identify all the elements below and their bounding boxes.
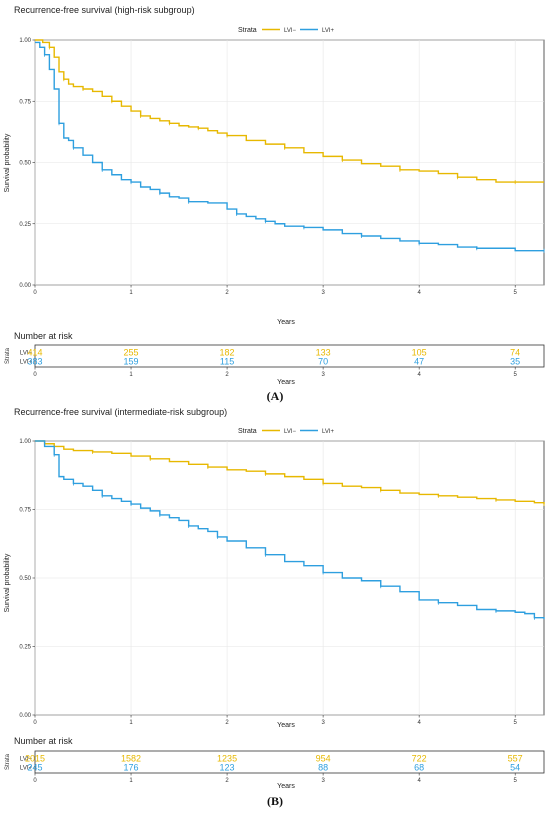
y-tick-label: 0.50 — [19, 161, 31, 167]
x-tick-label: 0 — [33, 372, 37, 378]
x-tick-label: 4 — [417, 290, 421, 296]
survival-plot: 0 1 2 3 4 5 0.00 0.25 0.50 0.75 1.00 — [19, 439, 545, 726]
panel-label: (B) — [267, 794, 283, 808]
x-tick-label: 0 — [33, 778, 37, 784]
panel-b: Recurrence-free survival (intermediate-r… — [4, 407, 545, 808]
risk-x-axis-label: Years — [277, 783, 295, 790]
y-axis-label: Survival probability — [4, 553, 11, 612]
risk-row-label: LVI+ — [20, 766, 33, 772]
risk-x-axis-label: Years — [277, 379, 295, 386]
risk-count: 123 — [220, 763, 235, 773]
x-tick-label: 2 — [225, 372, 229, 378]
risk-count: 182 — [220, 348, 235, 358]
risk-count: 68 — [414, 763, 424, 773]
risk-table-title: Number at risk — [14, 331, 73, 341]
risk-count: 245 — [27, 763, 42, 773]
chart-title: Recurrence-free survival (intermediate-r… — [14, 407, 227, 417]
risk-count: 2015 — [25, 754, 45, 764]
y-tick-label: 1.00 — [19, 38, 31, 44]
risk-count: 88 — [318, 763, 328, 773]
survival-curve — [35, 440, 545, 620]
x-tick-label: 2 — [225, 778, 229, 784]
y-tick-label: 1.00 — [19, 439, 31, 445]
x-tick-label: 1 — [129, 372, 133, 378]
risk-count: 133 — [316, 348, 331, 358]
risk-count: 159 — [124, 357, 139, 367]
legend-label-lvi-pos: LVI+ — [322, 429, 335, 435]
x-axis-label: Years — [277, 319, 295, 326]
y-tick-label: 0.00 — [19, 713, 31, 719]
panel-label: (A) — [267, 389, 284, 403]
risk-table-ylabel: Strata — [5, 753, 11, 770]
legend-label-lvi-pos: LVI+ — [322, 28, 335, 34]
y-tick-label: 0.25 — [19, 645, 31, 651]
panel-a: Recurrence-free survival (high-risk subg… — [4, 5, 545, 403]
risk-count: 35 — [510, 357, 520, 367]
x-tick-label: 1 — [129, 720, 133, 726]
x-tick-label: 0 — [33, 290, 37, 296]
legend: Strata LVI− LVI+ — [238, 27, 335, 34]
risk-table-title: Number at risk — [14, 736, 73, 746]
y-tick-label: 0.25 — [19, 222, 31, 228]
risk-count: 47 — [414, 357, 424, 367]
x-tick-label: 4 — [417, 720, 421, 726]
x-tick-label: 3 — [321, 290, 325, 296]
risk-count: 383 — [27, 357, 42, 367]
risk-table-ylabel: Strata — [5, 347, 11, 364]
legend-label-lvi-neg: LVI− — [284, 429, 297, 435]
x-tick-label: 5 — [514, 372, 518, 378]
risk-count: 74 — [510, 348, 520, 358]
chart-title: Recurrence-free survival (high-risk subg… — [14, 5, 195, 15]
x-tick-label: 1 — [129, 290, 133, 296]
legend: Strata LVI− LVI+ — [238, 428, 335, 435]
risk-frame — [34, 344, 545, 368]
survival-curve — [35, 39, 544, 183]
x-tick-label: 2 — [225, 720, 229, 726]
risk-count: 105 — [412, 348, 427, 358]
risk-row-label: LVI− — [20, 351, 33, 357]
legend-title: Strata — [238, 428, 257, 435]
risk-count: 70 — [318, 357, 328, 367]
risk-row-label: LVI+ — [20, 360, 33, 366]
x-tick-label: 4 — [417, 372, 421, 378]
risk-count: 1235 — [217, 754, 237, 764]
x-tick-label: 1 — [129, 778, 133, 784]
x-tick-label: 5 — [514, 720, 518, 726]
risk-count: 115 — [220, 357, 234, 367]
x-axis-label: Years — [277, 722, 295, 729]
risk-count: 954 — [316, 754, 331, 764]
x-tick-label: 3 — [321, 778, 325, 784]
x-tick-label: 2 — [225, 290, 229, 296]
y-tick-label: 0.75 — [19, 508, 31, 514]
legend-label-lvi-neg: LVI− — [284, 28, 297, 34]
y-tick-label: 0.75 — [19, 99, 31, 105]
legend-title: Strata — [238, 27, 257, 34]
risk-count: 255 — [124, 348, 139, 358]
x-tick-label: 0 — [33, 720, 37, 726]
survival-plot: 0 1 2 3 4 5 0.00 0.25 0.50 0.75 1.00 — [19, 38, 545, 296]
x-tick-label: 5 — [514, 290, 518, 296]
y-tick-label: 0.50 — [19, 576, 31, 582]
x-tick-label: 3 — [321, 372, 325, 378]
risk-count: 722 — [412, 754, 427, 764]
y-tick-label: 0.00 — [19, 283, 31, 289]
x-tick-label: 5 — [514, 778, 518, 784]
risk-count: 176 — [124, 763, 139, 773]
y-axis-label: Survival probability — [4, 133, 11, 192]
x-tick-label: 4 — [417, 778, 421, 784]
risk-count: 414 — [27, 348, 42, 358]
risk-count: 1582 — [121, 754, 141, 764]
risk-row-label: LVI− — [20, 757, 33, 763]
risk-count: 557 — [508, 754, 523, 764]
risk-frame — [34, 750, 545, 774]
x-tick-label: 3 — [321, 720, 325, 726]
risk-count: 54 — [510, 763, 520, 773]
